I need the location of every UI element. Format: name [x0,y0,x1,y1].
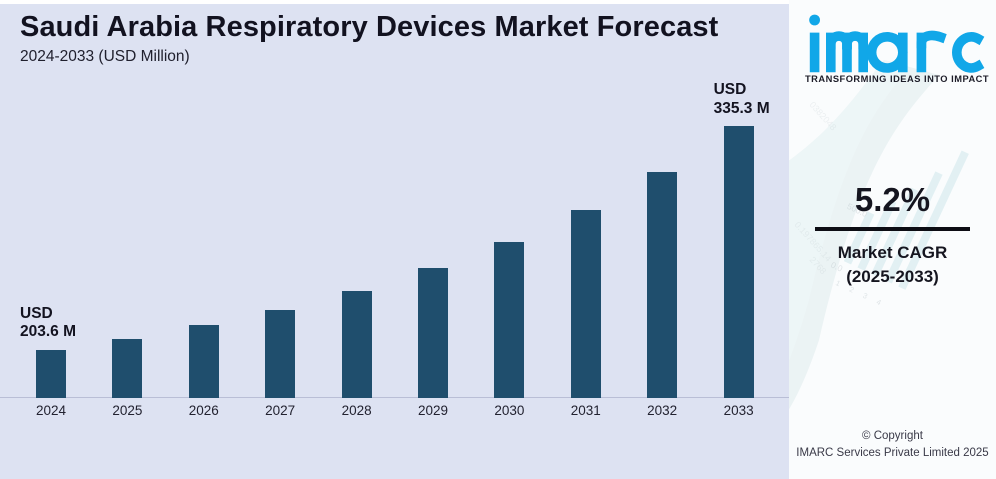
svg-text:4: 4 [875,297,883,307]
svg-text:0382048: 0382048 [808,100,839,133]
svg-text:3: 3 [861,291,869,301]
